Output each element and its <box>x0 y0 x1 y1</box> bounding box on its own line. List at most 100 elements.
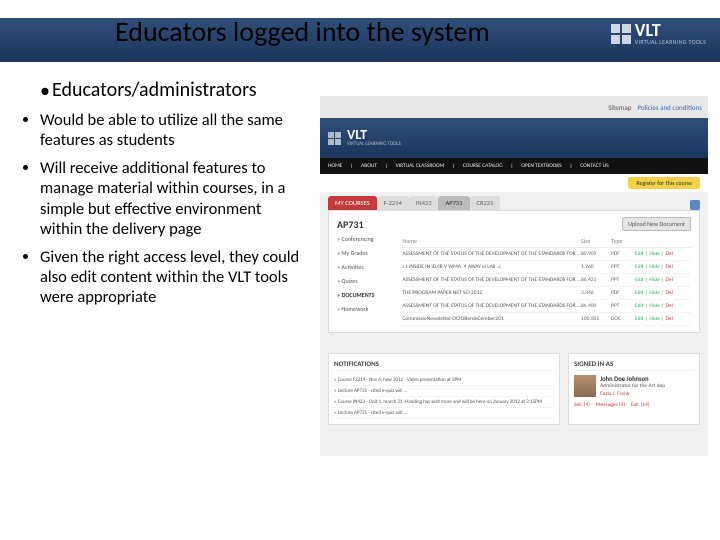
tab-my-courses[interactable]: MY COURSES <box>328 196 377 210</box>
cell-name: ASSESSMENT OF THE STATUS OF THE DEVELOPM… <box>402 303 581 309</box>
sidebar-item[interactable]: » Activities <box>337 263 394 271</box>
edit-link[interactable]: Edit | <box>635 277 647 283</box>
logo-tagline: VIRTUAL LEARNING TOOLS <box>635 38 706 46</box>
hide-link[interactable]: Hide | <box>649 303 663 309</box>
cell-actions: Edit |Hide |Del <box>635 316 691 322</box>
nav-item[interactable]: CONTACT US <box>580 163 608 169</box>
edit-link[interactable]: Edit | <box>635 264 647 270</box>
notification-item[interactable]: » Lecture AP731 - cited e-quiz will ... <box>334 408 554 419</box>
cell-actions: Edit |Hide |Del <box>635 303 691 309</box>
nav-item[interactable]: COURSE CATALOG <box>463 163 503 169</box>
cell-name: I 1 INSIDE IN ID/IR V WMA. 4 AWAY ei LAl… <box>402 264 581 270</box>
del-link[interactable]: Del <box>665 303 672 309</box>
del-link[interactable]: Del <box>665 277 672 283</box>
table-row: I 1 INSIDE IN ID/IR V WMA. 4 AWAY ei LAl… <box>402 261 691 274</box>
sidebar-item-active[interactable]: » DOCUMENTS <box>337 291 394 299</box>
cell-type: PPT <box>611 264 635 270</box>
cell-size: 100.005 <box>581 316 611 322</box>
documents-table: Name Size Type ASSESSMENT OF THE STATUS … <box>402 235 691 326</box>
sidebar-item[interactable]: » My Grades <box>337 249 394 257</box>
hide-link[interactable]: Hide | <box>649 290 663 296</box>
register-button[interactable]: Register for this course <box>628 177 700 189</box>
edit-link[interactable]: Edit | <box>635 290 647 296</box>
table-row: CommissioNewsletter OCtOBerdeCember20110… <box>402 313 691 326</box>
th-name: Name <box>402 237 581 245</box>
del-link[interactable]: Del <box>665 251 672 257</box>
notifications-panel: NOTIFICATIONS » Course F2214 - Nov 6, ne… <box>328 353 560 425</box>
nav-item[interactable]: OPEN TEXTBOOKS <box>521 163 561 169</box>
cell-size: 80.909 <box>581 251 611 257</box>
mock-header: VLT VIRTUAL LEARNING TOOLS <box>320 118 708 158</box>
sidebar-item[interactable]: » Quizes <box>337 277 394 285</box>
cell-size: 3.346 <box>581 290 611 296</box>
nav-item[interactable]: HOME <box>328 163 342 169</box>
hide-link[interactable]: Hide | <box>649 251 663 257</box>
mock-sidebar: » Conferencing » My Grades » Activities … <box>337 235 394 326</box>
th-size: Size <box>581 237 611 245</box>
edit-link[interactable]: Edit | <box>635 316 647 322</box>
cell-type: PPT <box>611 303 635 309</box>
bullet-item: Given the right access level, they could… <box>40 247 302 307</box>
cell-actions: Edit |Hide |Del <box>635 290 691 296</box>
hide-link[interactable]: Hide | <box>649 264 663 270</box>
nav-item[interactable]: VIRTUAL CLASSROOM <box>396 163 445 169</box>
table-row: ASSESSMENT OF THE STATUS OF THE DEVELOPM… <box>402 248 691 261</box>
screenshot-mock: Sitemap Policies and conditions VLT VIRT… <box>320 96 708 456</box>
edit-link[interactable]: Edit | <box>635 251 647 257</box>
sidebar-item[interactable]: » Conferencing <box>337 235 394 243</box>
cell-size: 86.400 <box>581 303 611 309</box>
nav-item[interactable]: ABOUT <box>361 163 377 169</box>
user-link[interactable]: Set. (4) <box>574 402 590 408</box>
user-role: Carla J. Frank <box>600 391 665 398</box>
tab-course[interactable]: IN423 <box>409 196 439 210</box>
del-link[interactable]: Del <box>665 264 672 270</box>
notification-item[interactable]: » Course IN423 - Unit 1, march 21 -Handi… <box>334 397 554 408</box>
upload-button[interactable]: Upload New Document <box>622 217 691 231</box>
notification-item[interactable]: » Lecture AP731 - cited e-quiz will ... <box>334 386 554 397</box>
mock-panel: AP731 Upload New Document » Conferencing… <box>328 210 700 333</box>
logo-brand: VLT <box>635 22 706 38</box>
del-link[interactable]: Del <box>665 316 672 322</box>
cell-name: THE PROGRAM PAPER NET SCI 2012 <box>402 290 581 296</box>
th-actions <box>635 237 691 245</box>
hide-link[interactable]: Hide | <box>649 316 663 322</box>
hide-link[interactable]: Hide | <box>649 277 663 283</box>
bullet-item: Will receive additional features to mana… <box>40 158 302 239</box>
bullet-item: Would be able to utilize all the same fe… <box>40 110 302 150</box>
user-link[interactable]: Messages (3) <box>596 402 625 408</box>
mock-logo-tagline: VIRTUAL LEARNING TOOLS <box>347 141 401 147</box>
bullet-list: Would be able to utilize all the same fe… <box>22 110 302 315</box>
table-row: ASSESSMENT OF THE STATUS OF THE DEVELOPM… <box>402 274 691 287</box>
user-link[interactable]: Ext. (14) <box>631 402 649 408</box>
subheading: •Educators/administrators <box>40 78 257 103</box>
del-link[interactable]: Del <box>665 290 672 296</box>
table-row: ASSESSMENT OF THE STATUS OF THE DEVELOPM… <box>402 300 691 313</box>
cell-name: CommissioNewsletter OCtOBerdeCember201 <box>402 316 581 322</box>
notification-item[interactable]: » Course F2214 - Nov 6, new 2012 - Video… <box>334 375 554 386</box>
edit-link[interactable]: Edit | <box>635 303 647 309</box>
subheading-text: Educators/administrators <box>52 78 257 102</box>
cell-actions: Edit |Hide |Del <box>635 251 691 257</box>
tab-course[interactable]: CR221 <box>470 196 501 210</box>
mock-tabs: MY COURSES F-2214 IN423 AP731 CR221 <box>320 192 708 210</box>
tab-course[interactable]: F-2214 <box>377 196 409 210</box>
cell-size: 86.421 <box>581 277 611 283</box>
course-title: AP731 <box>337 218 364 231</box>
logo-squares-icon <box>611 24 631 44</box>
slide-title: Educators logged into the system <box>115 14 490 49</box>
cell-type: PDF <box>611 251 635 257</box>
sidebar-item[interactable]: » Homework <box>337 305 394 313</box>
vlt-logo: VLT VIRTUAL LEARNING TOOLS <box>611 22 706 46</box>
tab-course-active[interactable]: AP731 <box>438 196 469 210</box>
help-icon[interactable] <box>690 200 700 210</box>
cell-name: ASSESSMENT OF THE STATUS OF THE DEVELOPM… <box>402 251 581 257</box>
avatar <box>574 375 596 397</box>
cell-type: DOC <box>611 316 635 322</box>
cell-size: 1.960 <box>581 264 611 270</box>
top-link[interactable]: Policies and conditions <box>637 103 702 112</box>
mock-nav: HOME| ABOUT| VIRTUAL CLASSROOM| COURSE C… <box>320 158 708 174</box>
cell-type: PPT <box>611 277 635 283</box>
cell-type: PDF <box>611 290 635 296</box>
user-dept: Administrator for the Art dep <box>600 383 665 390</box>
top-link[interactable]: Sitemap <box>608 103 631 112</box>
